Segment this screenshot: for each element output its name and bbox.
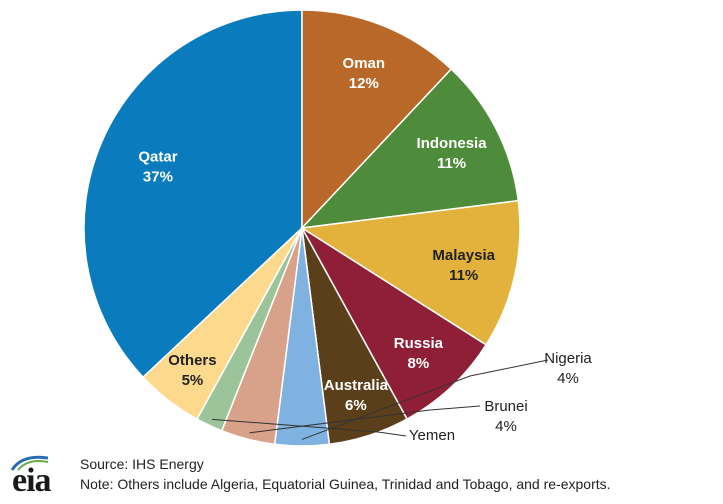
slice-label-indonesia: Indonesia bbox=[417, 135, 488, 152]
pie-slice-malaysia bbox=[299, 199, 521, 346]
slice-label-others: Others bbox=[168, 352, 216, 369]
eia-logo-arc-icon bbox=[10, 455, 49, 471]
slice-value-yemen: 2% bbox=[421, 447, 443, 450]
slice-label-brunei: Brunei bbox=[484, 398, 527, 415]
slice-value-others: 5% bbox=[182, 372, 204, 389]
slice-value-australia: 6% bbox=[345, 397, 367, 414]
leader-line-yemen bbox=[211, 418, 407, 437]
leader-line-nigeria bbox=[301, 359, 549, 440]
eia-logo: eia bbox=[4, 452, 74, 500]
slice-label-yemen: Yemen bbox=[409, 427, 455, 444]
pie-slice-russia bbox=[301, 227, 488, 421]
slice-label-nigeria: Nigeria bbox=[544, 350, 592, 367]
slice-value-qatar: 37% bbox=[143, 169, 173, 186]
chart-footer: eia Source: IHS Energy Note: Others incl… bbox=[0, 450, 723, 504]
slice-value-indonesia: 11% bbox=[437, 155, 466, 172]
note-text: Note: Others include Algeria, Equatorial… bbox=[80, 476, 611, 492]
slice-value-russia: 8% bbox=[408, 355, 430, 372]
slice-label-australia: Australia bbox=[324, 377, 389, 394]
pie-slice-others bbox=[142, 227, 303, 421]
slice-label-russia: Russia bbox=[394, 335, 444, 352]
slice-label-qatar: Qatar bbox=[138, 149, 177, 166]
pie-slice-oman bbox=[301, 9, 453, 230]
pie-slice-qatar bbox=[83, 9, 303, 379]
slice-value-brunei: 4% bbox=[495, 418, 517, 435]
source-text: Source: IHS Energy bbox=[80, 456, 204, 472]
slice-value-oman: 12% bbox=[349, 75, 379, 92]
eia-logo-text: eia bbox=[12, 462, 52, 499]
slice-label-malaysia: Malaysia bbox=[432, 247, 495, 264]
pie-chart: Qatar 37% Oman 12% Indonesia 11% Malaysia 11% Ru… bbox=[83, 9, 592, 450]
pie-slice-indonesia bbox=[300, 68, 520, 230]
slice-label-oman: Oman bbox=[343, 55, 386, 72]
slice-value-nigeria: 4% bbox=[557, 370, 579, 387]
leader-line-brunei bbox=[249, 405, 481, 434]
slice-value-malaysia: 11% bbox=[449, 267, 478, 284]
